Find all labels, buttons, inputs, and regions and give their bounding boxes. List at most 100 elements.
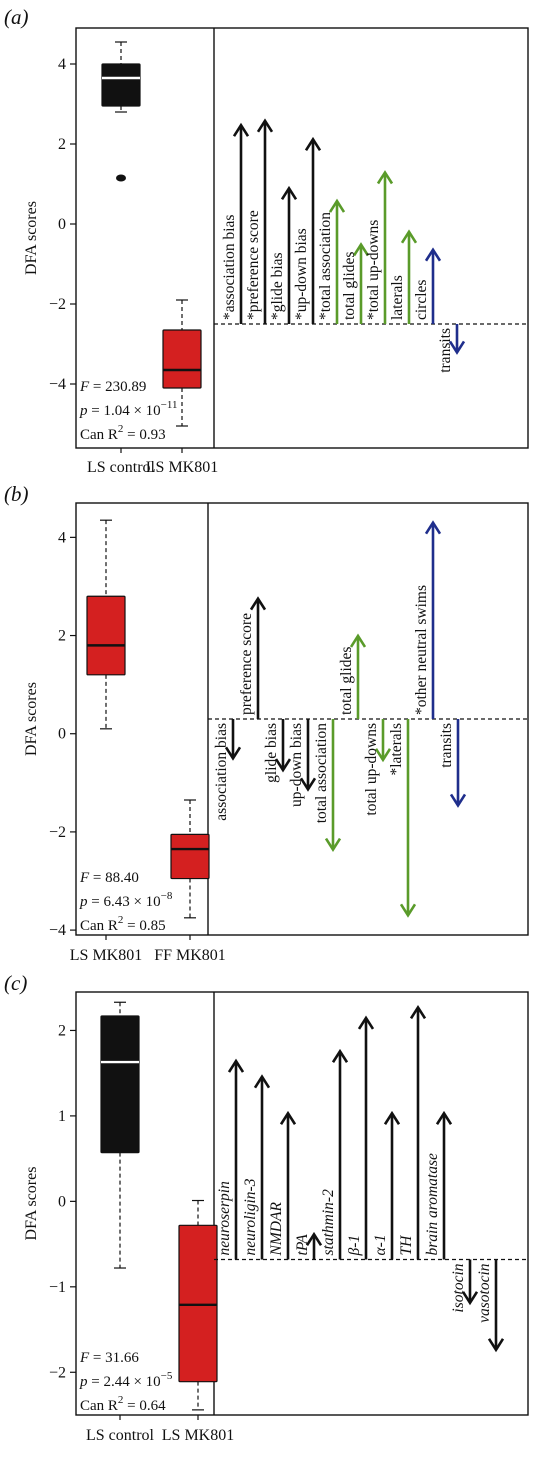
stat-p-exponent: −5 (161, 1370, 173, 1382)
stat-r2-superscript: 2 (118, 914, 124, 926)
box-1 (86, 519, 126, 730)
x-category-label: LS control (86, 1427, 155, 1444)
box-2 (162, 299, 202, 427)
loading-arrow: neuroligin-3 (242, 1074, 271, 1260)
arrow-head (374, 748, 392, 763)
y-tick-label: −2 (49, 824, 66, 841)
panel-c: (c) 2 1 0 −1 −2 DFA scores LS control LS MK801 F … (4, 971, 529, 1444)
arrow-head (256, 118, 274, 133)
y-tick-label: −2 (49, 1364, 66, 1381)
loading-arrow: *total association (317, 198, 346, 324)
arrow-head (399, 903, 417, 918)
y-tick-label: 2 (58, 136, 66, 153)
arrow-label: glide bias (263, 723, 280, 783)
y-axis-label: DFA scores (23, 1167, 40, 1241)
stat-f: F = 88.40 (79, 870, 139, 886)
stat-p-exponent: −11 (161, 399, 178, 411)
loading-arrow: up-down bias (288, 719, 317, 807)
arrow-label: total glides (338, 647, 355, 715)
arrow-head (383, 1110, 401, 1125)
y-tick-label: 2 (58, 1022, 66, 1039)
arrow-label: TH (398, 1235, 415, 1256)
box-body (170, 833, 210, 880)
box-body (86, 595, 126, 676)
arrow-head (449, 793, 467, 808)
arrow-head (376, 170, 394, 185)
stat-f-symbol: F (79, 1350, 90, 1366)
arrow-label: *total up-downs (365, 220, 382, 320)
arrow-head (424, 247, 442, 262)
y-tick-label: −2 (49, 296, 66, 313)
panel-letter: (b) (4, 482, 29, 506)
loading-arrow: total glides (341, 242, 370, 324)
box-2 (178, 1199, 218, 1411)
stat-p: p = 2.44 × 10−5 (79, 1370, 173, 1390)
plot-frame (75, 991, 529, 1416)
plot-frame (75, 502, 529, 936)
loading-arrow: *up-down bias (293, 136, 322, 324)
arrow-label: vasotocin (476, 1263, 493, 1323)
stat-p-symbol: p (79, 1374, 88, 1390)
arrow-label: brain aromatase (424, 1153, 441, 1255)
arrow-label: neuroligin-3 (242, 1178, 259, 1255)
arrow-head (435, 1110, 453, 1125)
arrow-head (328, 198, 346, 213)
stat-f-symbol: F (79, 379, 90, 395)
arrow-head (224, 746, 242, 761)
stat-p-symbol: p (79, 894, 88, 910)
arrow-head (299, 777, 317, 792)
stat-p-value: = 6.43 × 10 (88, 894, 161, 910)
arrow-label: *total association (317, 212, 334, 320)
stat-p-exponent: −8 (161, 890, 173, 902)
x-category-label: LS MK801 (162, 1427, 234, 1444)
arrow-head (249, 596, 267, 611)
stat-p: p = 1.04 × 10−11 (79, 399, 177, 419)
arrow-label: preference score (238, 613, 255, 715)
arrow-label: stathmin-2 (320, 1189, 337, 1256)
arrow-label: NMDAR (268, 1202, 285, 1257)
stat-r2-value: = 0.64 (123, 1398, 166, 1414)
outlier-point (116, 174, 126, 182)
arrow-label: β-1 (346, 1235, 363, 1257)
arrow-head (400, 229, 418, 244)
box-2 (170, 799, 210, 919)
arrow-label: *preference score (245, 210, 262, 320)
y-tick-label: 2 (58, 628, 66, 645)
stat-f: F = 230.89 (79, 379, 146, 395)
arrow-label: neuroserpin (216, 1181, 233, 1256)
arrow-label: *up-down bias (293, 228, 310, 320)
loading-arrow: vasotocin (476, 1259, 505, 1353)
box-1 (101, 41, 141, 182)
y-tick-label: 1 (58, 1108, 66, 1125)
arrow-label: total glides (341, 252, 358, 320)
arrow-head (279, 1110, 297, 1125)
arrow-label: *other neutral swims (413, 585, 430, 715)
y-tick-label: 0 (58, 216, 66, 233)
arrow-label: *laterals (388, 723, 405, 776)
loading-arrow: neuroserpin (216, 1058, 245, 1260)
loading-arrow: *total up-downs (365, 170, 394, 324)
stat-f-value: = 230.89 (89, 379, 146, 395)
loading-arrow: NMDAR (268, 1110, 297, 1260)
arrow-head (280, 185, 298, 200)
x-category-label: FF MK801 (154, 947, 226, 964)
arrow-head (461, 1291, 479, 1306)
plot-frame (75, 27, 529, 449)
arrow-label: total association (313, 723, 330, 824)
y-tick-label: 4 (58, 529, 66, 546)
x-category-label: LS control (87, 459, 156, 476)
loading-arrow: β-1 (346, 1015, 375, 1260)
arrow-head (357, 1015, 375, 1030)
arrow-head (448, 340, 466, 355)
y-tick-label: 0 (58, 1193, 66, 1210)
stat-f-value: = 31.66 (89, 1350, 139, 1366)
y-tick-label: 0 (58, 726, 66, 743)
y-tick-label: −4 (49, 376, 66, 393)
loading-arrow: circles (413, 247, 442, 324)
arrow-label: total up-downs (363, 723, 380, 816)
y-tick-label: 4 (58, 56, 66, 73)
loading-arrow: *other neutral swims (413, 520, 442, 719)
arrow-label: *association bias (221, 215, 238, 320)
loading-arrow: isotocin (450, 1259, 479, 1313)
